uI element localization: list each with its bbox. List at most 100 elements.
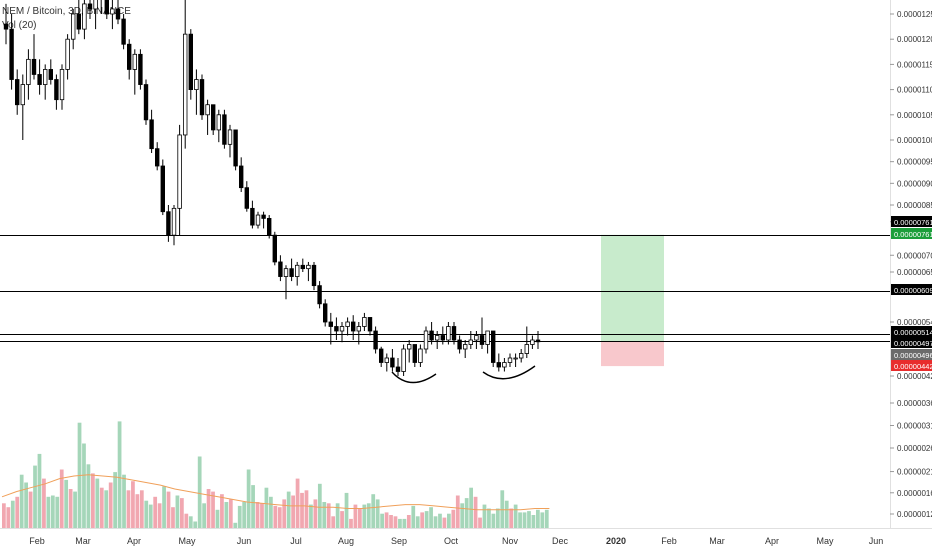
horizontal-levels[interactable]: [0, 235, 890, 342]
volume-bar-up: [460, 503, 465, 528]
volume-indicator-label: Vol (20): [2, 20, 37, 31]
price-badge-label: 0.00000761: [894, 218, 932, 227]
candle-down: [266, 217, 272, 236]
candle-down: [104, 0, 109, 15]
volume-bar-up: [536, 509, 540, 528]
candle-up: [462, 344, 468, 350]
volume-bar-down: [184, 513, 189, 528]
volume-bar-down: [68, 489, 73, 528]
candle-down: [188, 33, 193, 90]
volume-bar-up: [518, 512, 522, 528]
volume-bar-down: [455, 495, 460, 528]
candle-down: [440, 335, 445, 341]
volume-bar-up: [246, 469, 251, 528]
candle-down: [451, 326, 457, 341]
volume-bar-up: [175, 495, 180, 528]
candle-down: [272, 234, 277, 263]
candle-up: [65, 38, 70, 70]
volume-bar-down: [206, 489, 211, 528]
volume-bar-up: [10, 500, 15, 528]
volume-bar-up: [362, 504, 367, 528]
volume-bar-up: [24, 482, 28, 528]
candle-down: [3, 23, 9, 30]
price-badge-label: 0.00000609: [894, 286, 932, 295]
volume-bar-down: [211, 491, 215, 528]
volume-bar-down: [108, 482, 113, 528]
candle-up: [59, 69, 65, 101]
position-zones: [601, 234, 664, 367]
price-axis[interactable]: 0.00001250 0.00001200 0.00001150 0.00001100…: [890, 10, 932, 519]
price-badge-green: [891, 228, 932, 239]
candle-down: [535, 339, 541, 343]
volume-bar-up: [317, 483, 322, 528]
volume-bar-up: [73, 491, 77, 528]
price-tick-label: 0.00000360: [897, 399, 932, 408]
volume-bar-up: [46, 496, 51, 528]
volume-bar-up: [429, 507, 433, 528]
volume-bar-down: [393, 516, 398, 528]
volume-bar-up: [424, 511, 429, 528]
volume-bar-up: [86, 464, 91, 528]
symbol-title: NEM / Bitcoin, 3D, BINANCE: [2, 6, 131, 17]
price-tick-label: 0.00001150: [897, 60, 932, 69]
time-tick-label: Apr: [127, 536, 141, 546]
candle-up: [406, 344, 412, 350]
candle-up: [418, 348, 423, 363]
chart-legend: NEM / Bitcoin, 3D, BINANCE Vol (20): [2, 5, 131, 33]
candle-down: [9, 28, 14, 80]
volume-bar-down: [166, 491, 171, 528]
volume-bar-up: [540, 512, 545, 528]
volume-bar-up: [264, 487, 269, 528]
candle-up: [530, 339, 535, 345]
time-tick-label: Feb: [661, 536, 677, 546]
volume-bar-up: [438, 513, 442, 528]
candle-up: [524, 344, 529, 354]
candle-up: [446, 326, 451, 341]
candle-up: [43, 69, 48, 85]
candle-up: [507, 357, 513, 363]
volume-bar-down: [442, 517, 447, 528]
candlesticks: [3, 0, 541, 376]
volume-bar-down: [282, 499, 287, 528]
candle-down: [121, 18, 126, 45]
volume-bar-down: [473, 496, 478, 528]
time-axis[interactable]: Feb Mar Apr May Jun Jul Aug Sep Oct Nov Dec 2020 Feb…: [29, 536, 883, 546]
volume-bar-up: [344, 492, 349, 528]
volume-bars: [2, 421, 549, 528]
price-tick-label: 0.00000120: [897, 510, 932, 519]
volume-bar-up: [215, 509, 220, 528]
price-badge-red: [891, 360, 932, 371]
volume-bar-up: [82, 443, 86, 528]
candle-down: [149, 119, 154, 150]
time-tick-label: May: [178, 536, 196, 546]
candle-down: [367, 317, 373, 332]
candle-down: [76, 13, 81, 30]
candle-up: [283, 268, 289, 277]
candle-up: [132, 53, 137, 70]
volume-bar-up: [202, 503, 206, 528]
annotation-arc-left: [391, 371, 437, 384]
volume-bar-down: [2, 503, 6, 528]
volume-bar-down: [331, 516, 336, 528]
price-tick-label: 0.00000210: [897, 468, 932, 477]
candle-down: [328, 321, 333, 327]
candle-down: [457, 339, 462, 350]
volume-bar-up: [482, 504, 487, 528]
candle-down: [233, 129, 238, 167]
candle-down: [479, 335, 485, 345]
volume-bar-up: [375, 499, 380, 528]
price-tick-label: 0.00000700: [897, 251, 932, 260]
time-tick-label: May: [816, 536, 834, 546]
volume-bar-up: [371, 494, 376, 528]
volume-bar-up: [19, 474, 24, 528]
volume-bar-down: [291, 495, 295, 528]
candle-up: [468, 339, 473, 345]
candle-down: [244, 187, 249, 209]
candle-up: [177, 134, 182, 209]
volume-bar-up: [104, 490, 109, 528]
volume-bar-down: [384, 512, 389, 528]
candle-down: [160, 165, 165, 213]
candle-down: [54, 79, 59, 101]
volume-bar-down: [139, 490, 144, 528]
